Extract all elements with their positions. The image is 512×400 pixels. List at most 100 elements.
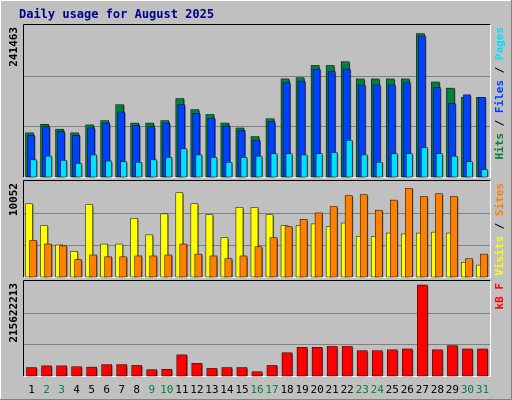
kbytes-bar-day-30: [462, 348, 473, 377]
x-tick-label-day-30: 30: [461, 383, 474, 396]
x-tick-label-day-16: 16: [250, 383, 263, 396]
kbytes-bar-day-21: [326, 346, 338, 377]
pages-bar-day-27: [421, 147, 428, 178]
kbytes-bar-day-16: [251, 371, 263, 377]
x-tick-label-day-22: 22: [341, 383, 354, 396]
kbytes-bar-day-28: [432, 349, 443, 377]
pages-bar-day-12: [195, 154, 203, 178]
sites-bar-day-5: [89, 254, 97, 278]
kbytes-bar-day-23: [356, 350, 368, 377]
x-tick-label-day-5: 5: [88, 383, 95, 396]
pages-bar-day-15: [240, 157, 248, 178]
kbytes-bar-day-26: [402, 348, 413, 377]
sites-bar-day-21: [329, 206, 338, 278]
visits-bar-day-15: [235, 207, 244, 278]
pages-bar-day-23: [360, 154, 368, 178]
x-tick-label-day-8: 8: [133, 383, 140, 396]
kbytes-bar-day-27: [417, 284, 428, 377]
kbytes-bar-day-11: [176, 354, 188, 377]
y-max-label-visits-panel: 10052: [7, 183, 20, 216]
pages-bar-day-16: [255, 155, 263, 178]
chart-title: Daily usage for August 2025: [19, 7, 215, 21]
sites-bar-day-8: [134, 255, 142, 278]
pages-bar-day-5: [90, 154, 97, 178]
pages-bar-day-28: [436, 153, 443, 178]
legend-separator: /: [493, 216, 506, 236]
visits-bar-day-12: [190, 203, 199, 278]
sites-bar-day-25: [390, 199, 398, 278]
x-tick-label-day-31: 31: [476, 383, 489, 396]
pages-bar-day-25: [391, 153, 398, 178]
x-tick-label-day-19: 19: [295, 383, 308, 396]
legend-visits: Visits: [493, 236, 506, 276]
sites-bar-day-2: [44, 243, 52, 278]
sites-bar-day-7: [119, 256, 127, 278]
pages-bar-day-26: [406, 153, 413, 178]
sites-bar-day-12: [194, 253, 203, 278]
x-tick-label-day-2: 2: [43, 383, 50, 396]
pages-bar-day-6: [105, 160, 112, 178]
pages-bar-day-9: [150, 159, 158, 178]
x-tick-label-day-13: 13: [205, 383, 218, 396]
visits-bar-day-5: [85, 204, 93, 278]
sites-bar-day-13: [209, 255, 218, 278]
kbytes-bar-day-22: [341, 346, 353, 377]
x-tick-label-day-20: 20: [311, 383, 324, 396]
kbytes-bar-day-18: [281, 352, 293, 377]
x-tick-label-day-29: 29: [446, 383, 459, 396]
kbytes-bar-day-14: [221, 367, 233, 377]
pages-bar-day-1: [30, 159, 37, 178]
sites-bar-day-3: [59, 245, 67, 278]
kbytes-bar-day-1: [26, 367, 37, 377]
x-tick-label-day-12: 12: [190, 383, 203, 396]
kbytes-bar-day-24: [371, 350, 383, 377]
visits-bar-day-14: [220, 237, 229, 278]
x-tick-label-day-18: 18: [280, 383, 293, 396]
files-bar-day-31: [478, 97, 486, 178]
sites-bar-day-28: [435, 193, 443, 278]
sites-bar-day-15: [239, 255, 248, 278]
sites-bar-day-20: [314, 212, 323, 278]
pages-bar-day-24: [375, 162, 383, 178]
kbytes-bar-day-29: [447, 345, 458, 377]
x-tick-label-day-27: 27: [416, 383, 429, 396]
pages-bar-day-13: [210, 157, 218, 178]
sites-bar-day-19: [299, 219, 308, 278]
visits-bar-day-10: [160, 213, 169, 278]
sites-bar-day-14: [224, 258, 233, 278]
sites-bar-day-22: [344, 195, 353, 278]
sites-bar-day-16: [254, 246, 263, 278]
x-tick-label-day-24: 24: [371, 383, 385, 396]
pages-bar-day-20: [315, 153, 323, 178]
pages-bar-day-21: [330, 152, 338, 178]
legend-visits-panel: Visits / Sites: [493, 183, 506, 276]
pages-bar-day-3: [60, 160, 67, 178]
sites-bar-day-4: [74, 259, 82, 278]
legend-hits: Hits: [493, 133, 506, 160]
sites-bar-day-11: [179, 243, 188, 278]
sites-bar-day-9: [149, 255, 158, 278]
pages-bar-day-31: [481, 169, 488, 178]
x-tick-label-day-25: 25: [386, 383, 399, 396]
pages-bar-day-29: [451, 155, 458, 178]
x-tick-label-day-3: 3: [58, 383, 65, 396]
pages-bar-day-14: [225, 162, 233, 178]
kbytes-bar-day-31: [477, 348, 488, 377]
sites-bar-day-18: [284, 226, 293, 278]
visits-bar-day-16: [250, 207, 259, 278]
y-max-label-hits-panel: 241463: [7, 27, 20, 67]
x-tick-label-day-6: 6: [103, 383, 110, 396]
pages-bar-day-4: [75, 163, 82, 178]
x-tick-label-day-23: 23: [356, 383, 369, 396]
pages-bar-day-2: [45, 155, 52, 178]
legend-separator: /: [493, 60, 506, 80]
kbytes-bar-day-10: [161, 368, 173, 377]
pages-bar-day-22: [345, 139, 353, 178]
kbytes-bar-day-13: [206, 368, 218, 377]
sites-bar-day-29: [450, 196, 458, 278]
sites-bar-day-30: [465, 258, 473, 278]
kbytes-bar-day-12: [191, 363, 203, 377]
kbytes-bar-day-2: [41, 365, 52, 377]
